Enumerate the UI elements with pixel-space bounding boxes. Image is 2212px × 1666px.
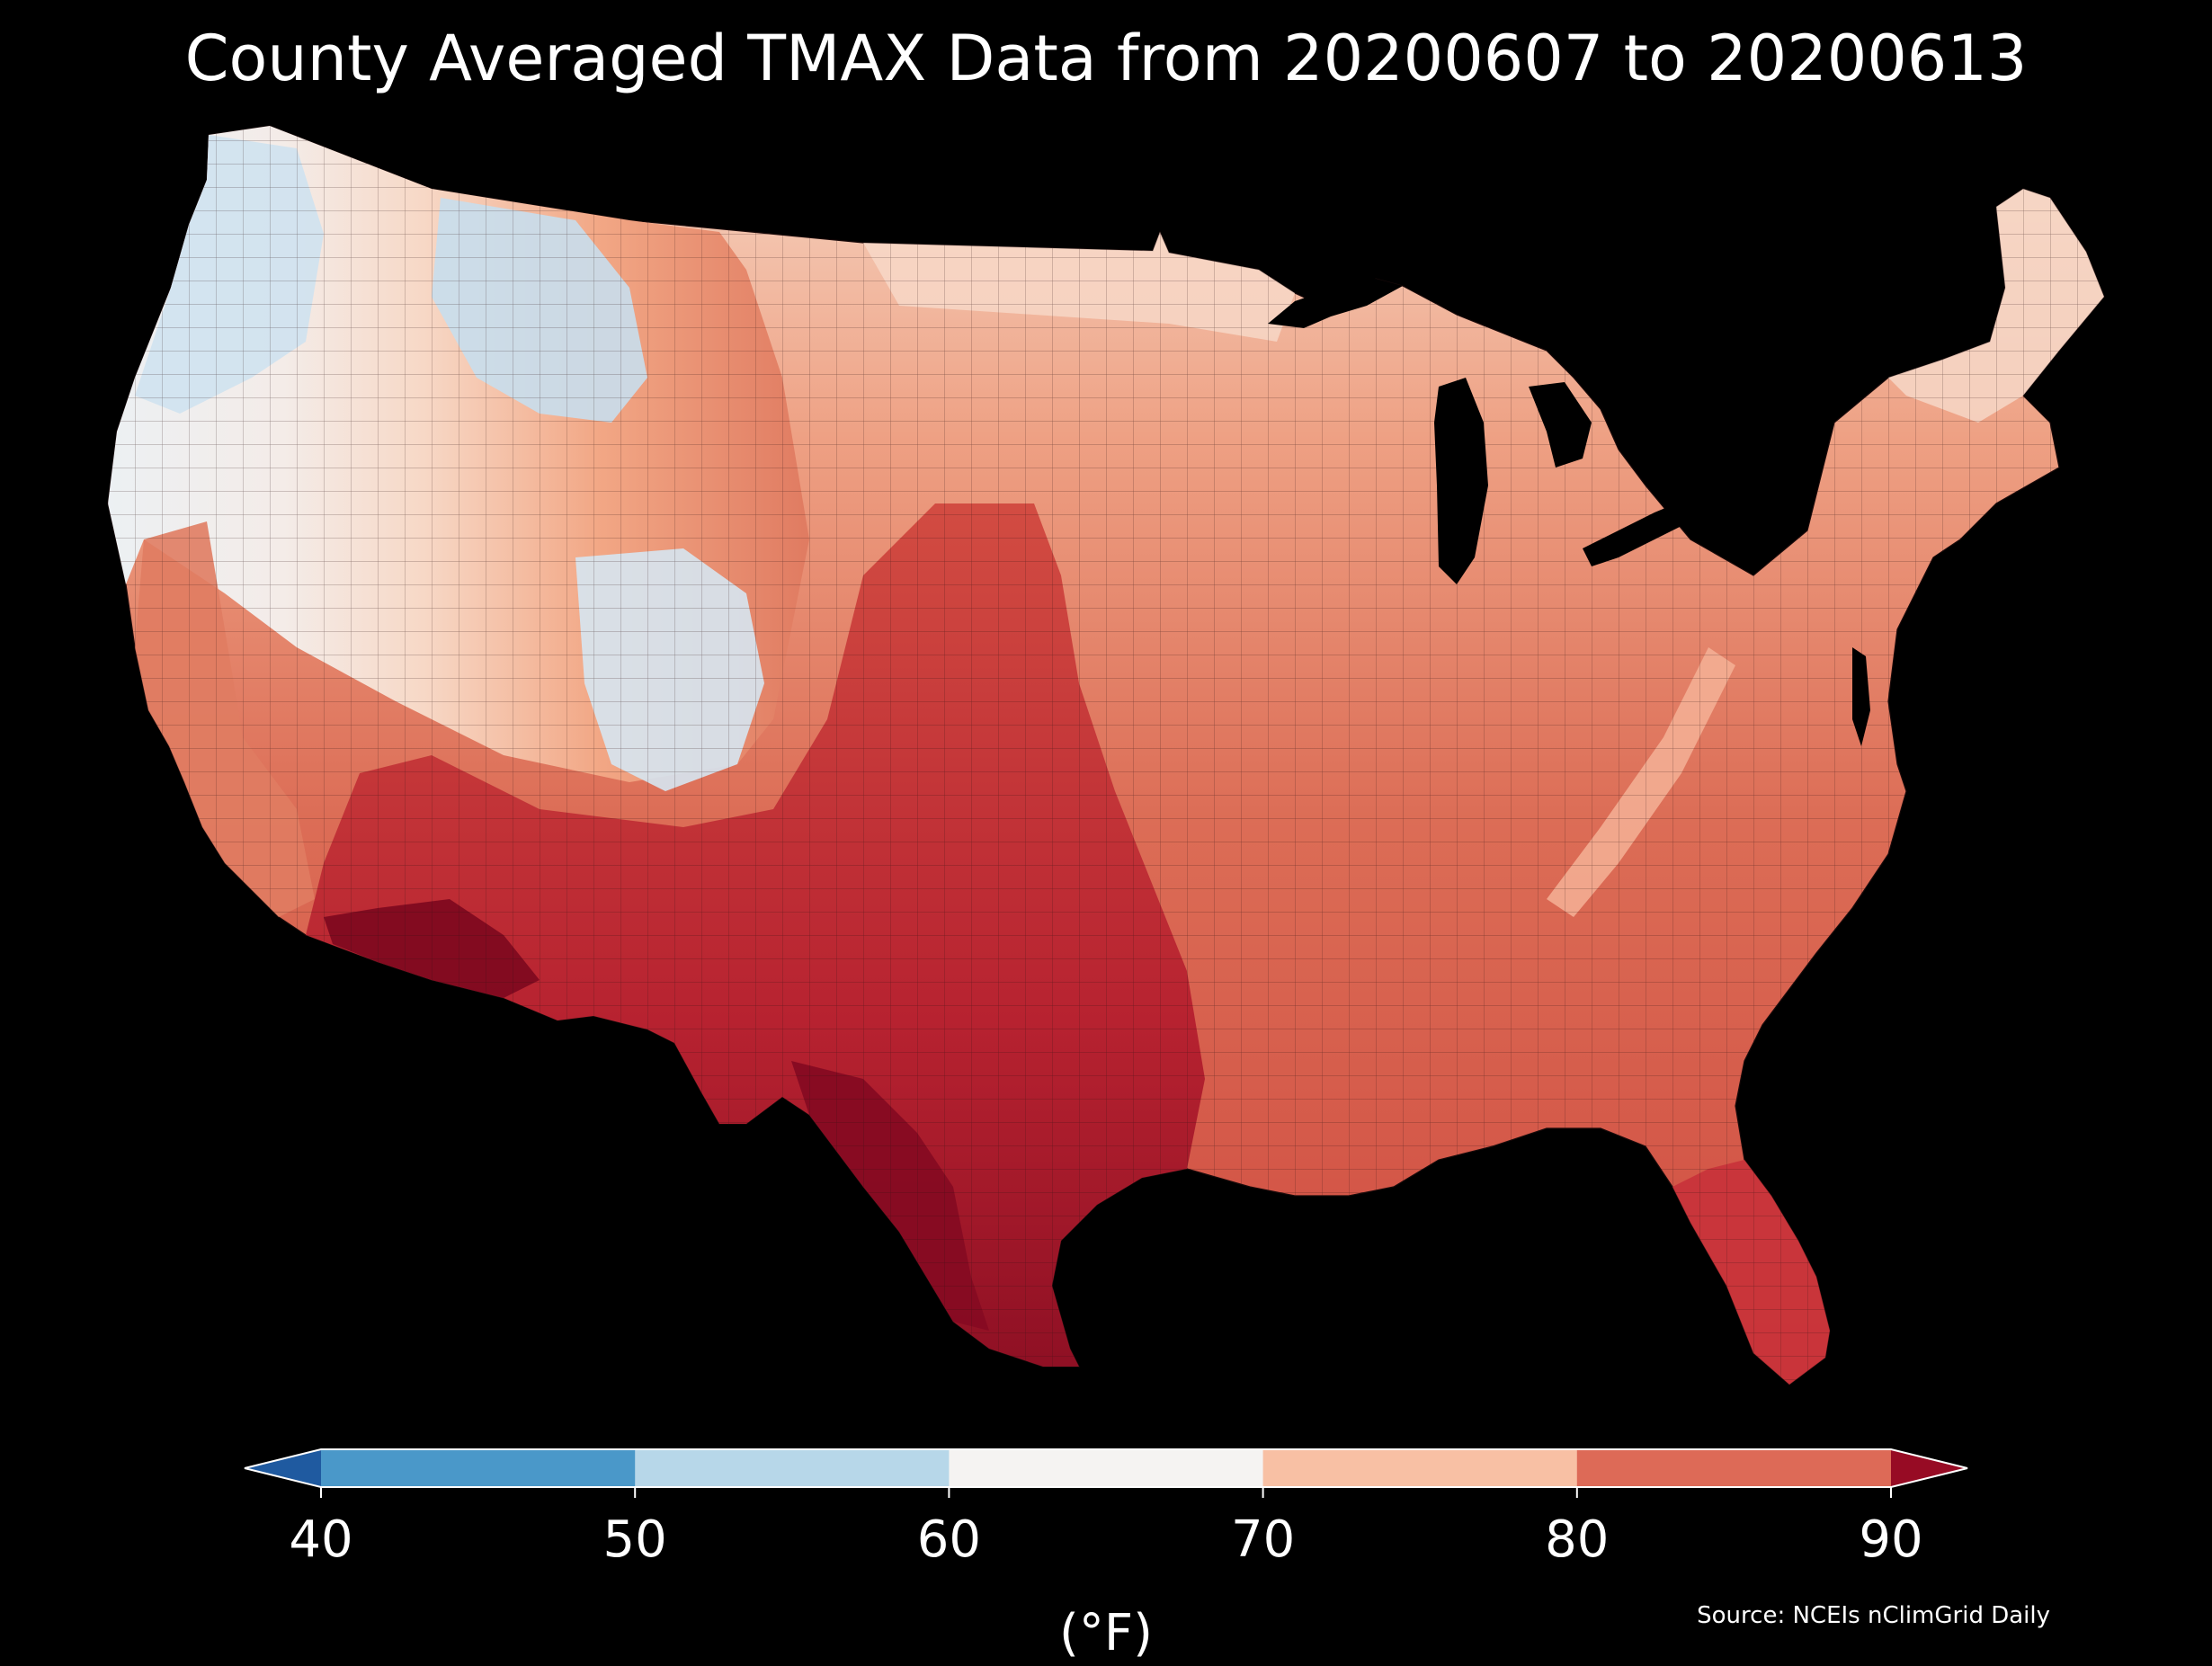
source-note: Source: NCEIs nClimGrid Daily — [1697, 1602, 2050, 1629]
lake-michigan — [1434, 378, 1488, 584]
colorbar-segment — [1262, 1449, 1578, 1487]
lake-superior — [1268, 279, 1403, 328]
colorbar-tick-label: 90 — [1859, 1510, 1923, 1569]
chesapeake-bay — [1852, 647, 1870, 746]
colorbar-segment — [321, 1449, 636, 1487]
colorbar-tick-label: 60 — [916, 1510, 982, 1569]
colorbar-tick-label: 70 — [1230, 1510, 1296, 1569]
colorbar-extend-high — [1891, 1449, 1967, 1487]
colorbar-segment — [635, 1449, 950, 1487]
colorbar-tick-label: 40 — [289, 1510, 353, 1569]
colorbar — [244, 1448, 1968, 1498]
colorbar-unit-label: (°F) — [1059, 1604, 1153, 1662]
map-title: County Averaged TMAX Data from 20200607 … — [184, 22, 2028, 95]
colorbar-segment — [1576, 1449, 1892, 1487]
lake-huron — [1529, 382, 1592, 468]
colorbar-segment — [949, 1449, 1264, 1487]
county-boundaries — [108, 126, 2104, 1385]
colorbar-tick-label: 50 — [602, 1510, 667, 1569]
colorbar-extend-low — [245, 1449, 321, 1487]
colorbar-tick-label: 80 — [1545, 1510, 1610, 1569]
lake-erie — [1583, 490, 1708, 566]
